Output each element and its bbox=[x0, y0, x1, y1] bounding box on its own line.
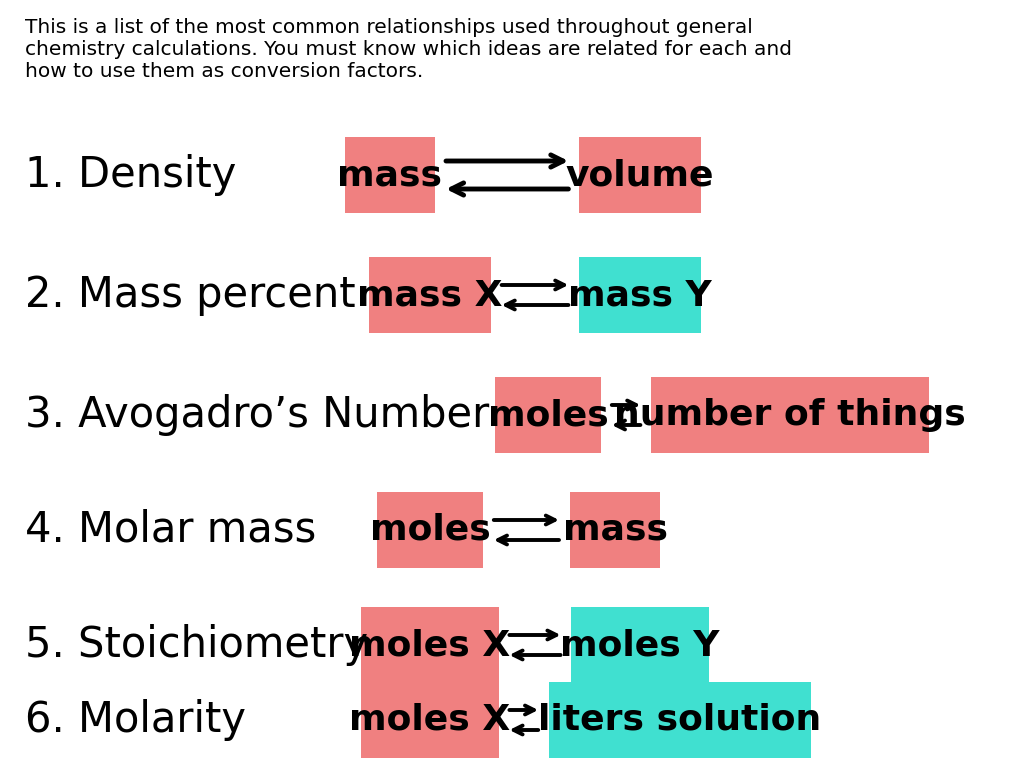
FancyBboxPatch shape bbox=[571, 607, 709, 683]
Text: moles Y: moles Y bbox=[560, 628, 720, 662]
Text: chemistry calculations. You must know which ideas are related for each and: chemistry calculations. You must know wh… bbox=[25, 40, 792, 59]
FancyBboxPatch shape bbox=[361, 682, 499, 758]
FancyBboxPatch shape bbox=[370, 257, 490, 333]
FancyBboxPatch shape bbox=[580, 257, 700, 333]
Text: moles: moles bbox=[370, 513, 490, 547]
Text: 3. Avogadro’s Number: 3. Avogadro’s Number bbox=[25, 394, 489, 436]
FancyBboxPatch shape bbox=[495, 377, 601, 453]
FancyBboxPatch shape bbox=[651, 377, 929, 453]
Text: 6. Molarity: 6. Molarity bbox=[25, 699, 246, 741]
Text: mass: mass bbox=[562, 513, 668, 547]
Text: mass Y: mass Y bbox=[568, 278, 712, 312]
FancyBboxPatch shape bbox=[377, 492, 483, 568]
Text: moles X: moles X bbox=[349, 703, 511, 737]
Text: This is a list of the most common relationships used throughout general: This is a list of the most common relati… bbox=[25, 18, 753, 37]
Text: mass X: mass X bbox=[357, 278, 503, 312]
FancyBboxPatch shape bbox=[361, 607, 499, 683]
FancyBboxPatch shape bbox=[569, 492, 660, 568]
Text: moles X: moles X bbox=[349, 628, 511, 662]
Text: volume: volume bbox=[565, 158, 715, 192]
Text: 5. Stoichiometry: 5. Stoichiometry bbox=[25, 624, 368, 666]
Text: how to use them as conversion factors.: how to use them as conversion factors. bbox=[25, 62, 423, 81]
FancyBboxPatch shape bbox=[580, 137, 700, 213]
Text: number of things: number of things bbox=[614, 398, 966, 432]
Text: 4. Molar mass: 4. Molar mass bbox=[25, 509, 316, 551]
Text: liters solution: liters solution bbox=[539, 703, 821, 737]
FancyBboxPatch shape bbox=[345, 137, 435, 213]
Text: 1. Density: 1. Density bbox=[25, 154, 237, 196]
FancyBboxPatch shape bbox=[549, 682, 811, 758]
Text: 2. Mass percent: 2. Mass percent bbox=[25, 274, 355, 316]
Text: moles: moles bbox=[487, 398, 608, 432]
Text: mass: mass bbox=[338, 158, 442, 192]
